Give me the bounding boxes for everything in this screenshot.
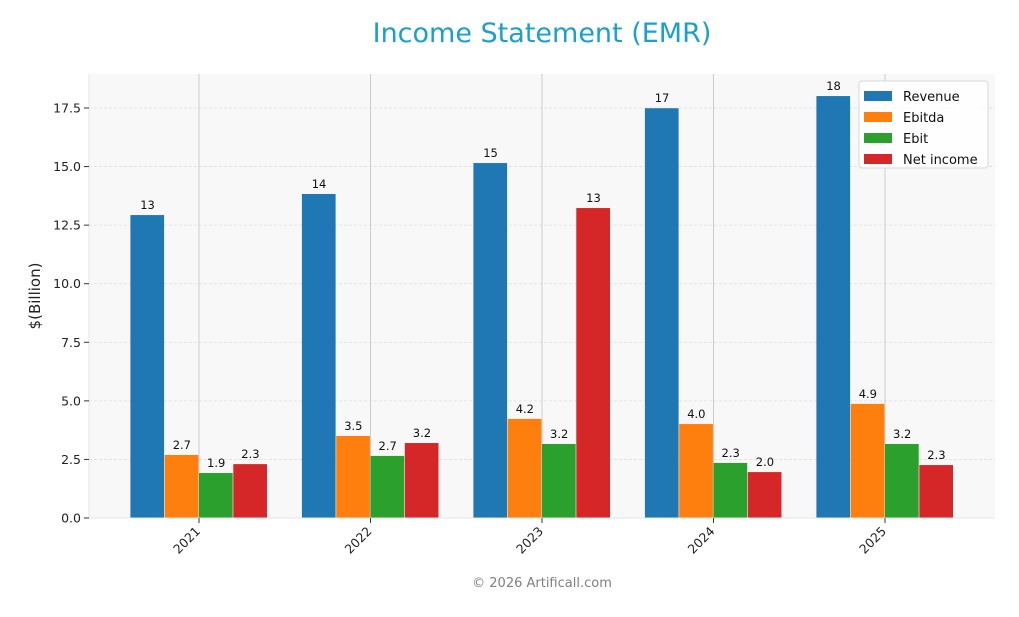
bar-ebit-2025 <box>885 443 919 518</box>
chart-title: Income Statement (EMR) <box>372 18 712 49</box>
bar-ebit-2024 <box>713 462 748 518</box>
bar-value-label: 1.9 <box>207 456 225 470</box>
bar-value-label: 3.2 <box>550 427 568 441</box>
legend-label: Net income <box>903 153 978 168</box>
bar-value-label: 3.5 <box>344 419 362 433</box>
y-tick-label: 5.0 <box>61 393 81 408</box>
bar-ebitda-2024 <box>679 424 713 518</box>
bar-value-label: 4.0 <box>687 407 705 421</box>
y-tick-label: 2.5 <box>61 452 81 467</box>
y-tick-label: 10.0 <box>53 276 81 291</box>
legend-label: Ebit <box>903 132 928 147</box>
x-tick-label: 2022 <box>342 524 375 557</box>
bar-value-label: 13 <box>586 191 601 205</box>
bar-revenue-2025 <box>816 96 851 519</box>
bar-ebitda-2021 <box>164 454 199 518</box>
bar-revenue-2022 <box>301 193 336 519</box>
bar-value-label: 4.9 <box>859 387 877 401</box>
bar-ebitda-2022 <box>336 436 370 518</box>
legend-swatch-revenue <box>864 91 892 101</box>
bar-net-income-2021 <box>233 464 267 518</box>
bar-value-label: 2.7 <box>379 439 397 453</box>
bar-revenue-2023 <box>473 163 508 519</box>
bar-revenue-2024 <box>644 108 679 518</box>
bar-value-label: 2.0 <box>756 455 774 469</box>
bar-ebitda-2023 <box>507 418 542 518</box>
y-tick-label: 7.5 <box>61 335 81 350</box>
bar-net-income-2023 <box>576 208 610 519</box>
x-tick-label: 2024 <box>685 523 718 556</box>
bar-value-label: 13 <box>140 198 155 212</box>
bar-value-label: 3.2 <box>893 427 911 441</box>
bar-revenue-2021 <box>130 215 165 518</box>
legend-swatch-net-income <box>864 154 892 164</box>
y-tick-label: 0.0 <box>61 511 81 526</box>
y-axis-label: $(Billion) <box>26 263 44 330</box>
y-tick-label: 12.5 <box>53 218 81 233</box>
bar-value-label: 17 <box>655 91 670 105</box>
bar-net-income-2025 <box>919 465 953 518</box>
y-tick-label: 17.5 <box>53 101 81 116</box>
legend-swatch-ebit <box>864 133 892 143</box>
bar-ebit-2023 <box>542 443 576 518</box>
bar-value-label: 15 <box>483 146 498 160</box>
bar-value-label: 14 <box>312 177 327 191</box>
legend-swatch-ebitda <box>864 112 892 122</box>
bar-ebit-2022 <box>370 455 405 518</box>
x-tick-label: 2021 <box>170 524 203 557</box>
bar-value-label: 2.7 <box>173 438 191 452</box>
legend-label: Revenue <box>903 90 960 105</box>
legend-label: Ebitda <box>903 111 944 126</box>
bar-value-label: 2.3 <box>927 448 945 462</box>
y-tick-label: 15.0 <box>53 159 81 174</box>
bar-ebitda-2025 <box>850 403 885 518</box>
copyright-footer: © 2026 Artificall.com <box>472 576 612 591</box>
bar-ebit-2021 <box>199 473 233 518</box>
bar-value-label: 2.3 <box>722 446 740 460</box>
bar-value-label: 18 <box>826 79 841 93</box>
bar-value-label: 2.3 <box>241 447 259 461</box>
bar-value-label: 4.2 <box>516 402 534 416</box>
bar-value-label: 3.2 <box>413 426 431 440</box>
legend-box <box>858 80 989 169</box>
bar-net-income-2024 <box>747 472 782 518</box>
x-tick-label: 2025 <box>856 524 889 557</box>
x-tick-label: 2023 <box>513 524 546 557</box>
bar-net-income-2022 <box>404 443 439 518</box>
